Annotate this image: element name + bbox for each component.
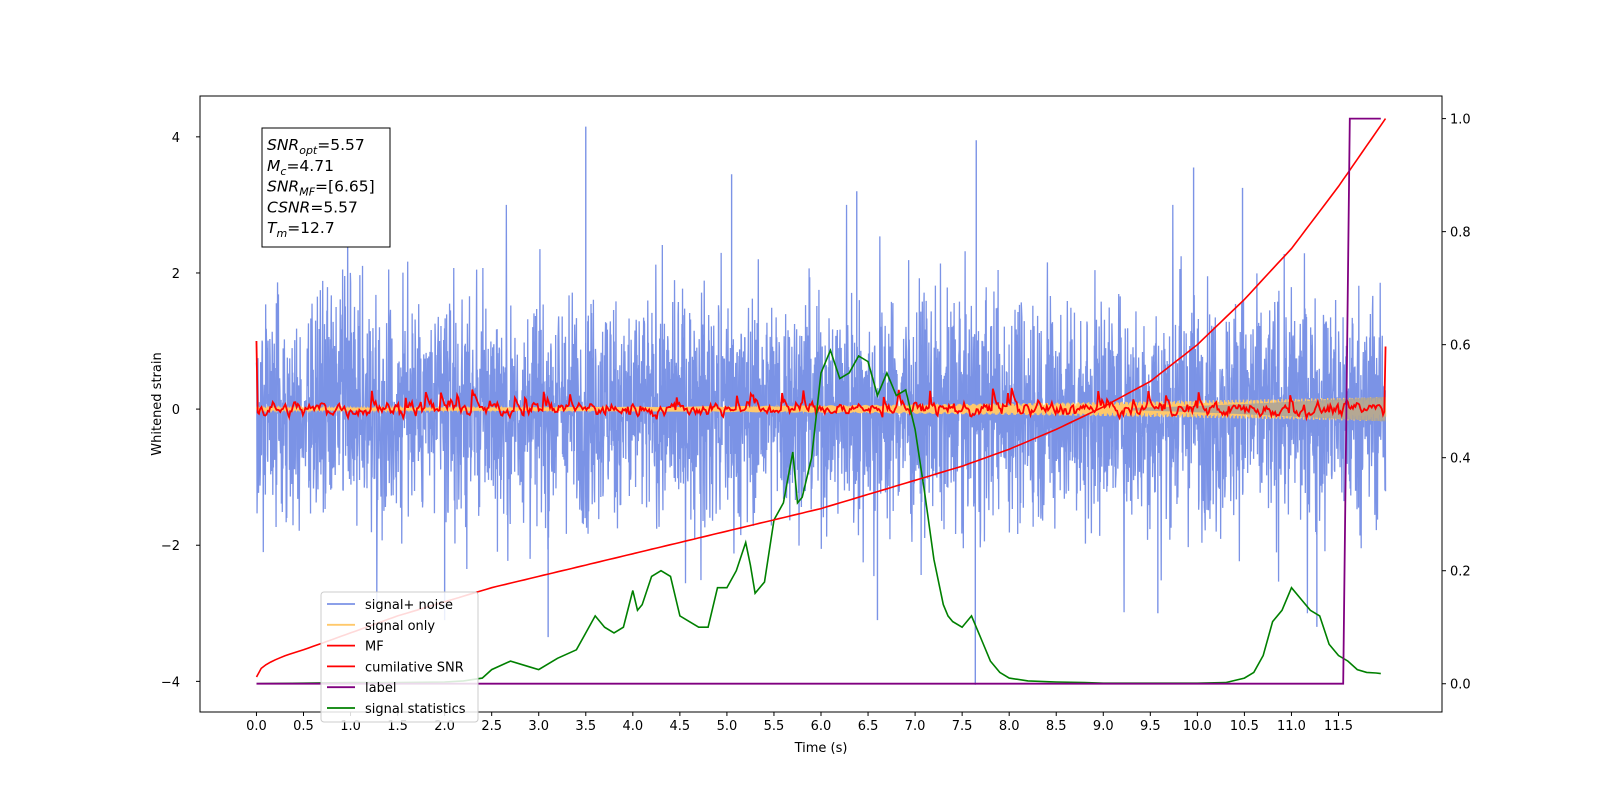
x-tick-label: 0.0	[246, 719, 267, 734]
x-tick-label: 4.5	[670, 719, 691, 734]
legend-label: label	[365, 681, 396, 696]
x-tick-label: 1.0	[340, 719, 361, 734]
y-tick-label-right: 0.2	[1450, 565, 1471, 580]
legend-label: signal statistics	[365, 702, 466, 717]
x-tick-label: 9.0	[1093, 719, 1114, 734]
series-signal-noise	[255, 204, 1387, 614]
y-tick-label-right: 0.0	[1450, 678, 1471, 693]
y-tick-label-right: 1.0	[1450, 113, 1471, 128]
series-mf	[255, 341, 1387, 422]
series-signal-statistics	[256, 348, 1381, 685]
x-tick-label: 9.5	[1140, 719, 1161, 734]
legend-label: signal only	[365, 619, 435, 634]
x-tick-label: 2.5	[481, 719, 502, 734]
x-tick-label: 5.5	[764, 719, 785, 734]
annotation-frame	[261, 127, 391, 248]
x-tick-label: 11.5	[1324, 719, 1353, 734]
y-tick-label-left: 0	[172, 403, 180, 418]
legend-label: cumilative SNR	[365, 660, 464, 675]
plot-area	[255, 117, 1387, 685]
x-tick-label: 11.0	[1277, 719, 1306, 734]
x-tick-label: 3.5	[575, 719, 596, 734]
legend-label: signal+ noise	[365, 598, 453, 613]
legend-label: MF	[365, 640, 384, 655]
x-tick-label: 6.5	[858, 719, 879, 734]
x-tick-label: 8.0	[999, 719, 1020, 734]
x-axis: 0.0 0.5 1.0 1.5 2.0 2.5 3.0 3.5 4.0 4.5 5.0 5.5 6.0 6…	[246, 712, 1353, 734]
x-tick-label: 8.5	[1046, 719, 1067, 734]
annotation-line: Tm=12.7	[267, 219, 335, 240]
y-tick-label-left: −4	[161, 675, 180, 690]
annotation-line: Mc=4.71	[267, 157, 334, 178]
x-tick-label: 10.0	[1183, 719, 1212, 734]
x-tick-label: 0.5	[293, 719, 314, 734]
y-tick-label-right: 0.4	[1450, 452, 1471, 467]
x-tick-label: 4.0	[622, 719, 643, 734]
legend-frame	[320, 591, 479, 723]
annotation-line: SNRMF=[6.65]	[267, 178, 375, 199]
y-tick-label-left: 4	[172, 131, 180, 146]
y-axis-label-left: Whitened strain	[150, 352, 165, 455]
y-tick-label-left: −2	[161, 539, 180, 554]
y-axis-right: 1.0 0.8 0.6 0.4 0.2 0.0	[1442, 113, 1471, 693]
x-tick-label: 10.5	[1230, 719, 1259, 734]
x-tick-label: 3.0	[528, 719, 549, 734]
y-tick-label-left: 2	[172, 267, 180, 282]
annotation-line: SNRopt=5.57	[267, 136, 365, 157]
x-tick-label: 7.0	[905, 719, 926, 734]
x-tick-label: 6.0	[811, 719, 832, 734]
y-tick-label-right: 0.8	[1450, 226, 1471, 241]
x-tick-label: 7.5	[952, 719, 973, 734]
x-axis-label: Time (s)	[794, 741, 848, 756]
series-label	[256, 117, 1381, 685]
y-tick-label-right: 0.6	[1450, 339, 1471, 354]
annotation-line: CSNR=5.57	[267, 198, 358, 216]
x-tick-label: 2.0	[434, 719, 455, 734]
x-tick-label: 1.5	[387, 719, 408, 734]
y-axis-left: 4 2 0 −2 −4	[161, 131, 200, 690]
legend: signal+ noise signal only MF cumilative SNR…	[320, 591, 479, 723]
signal-overlap-band	[1131, 396, 1386, 422]
x-tick-label: 5.0	[717, 719, 738, 734]
